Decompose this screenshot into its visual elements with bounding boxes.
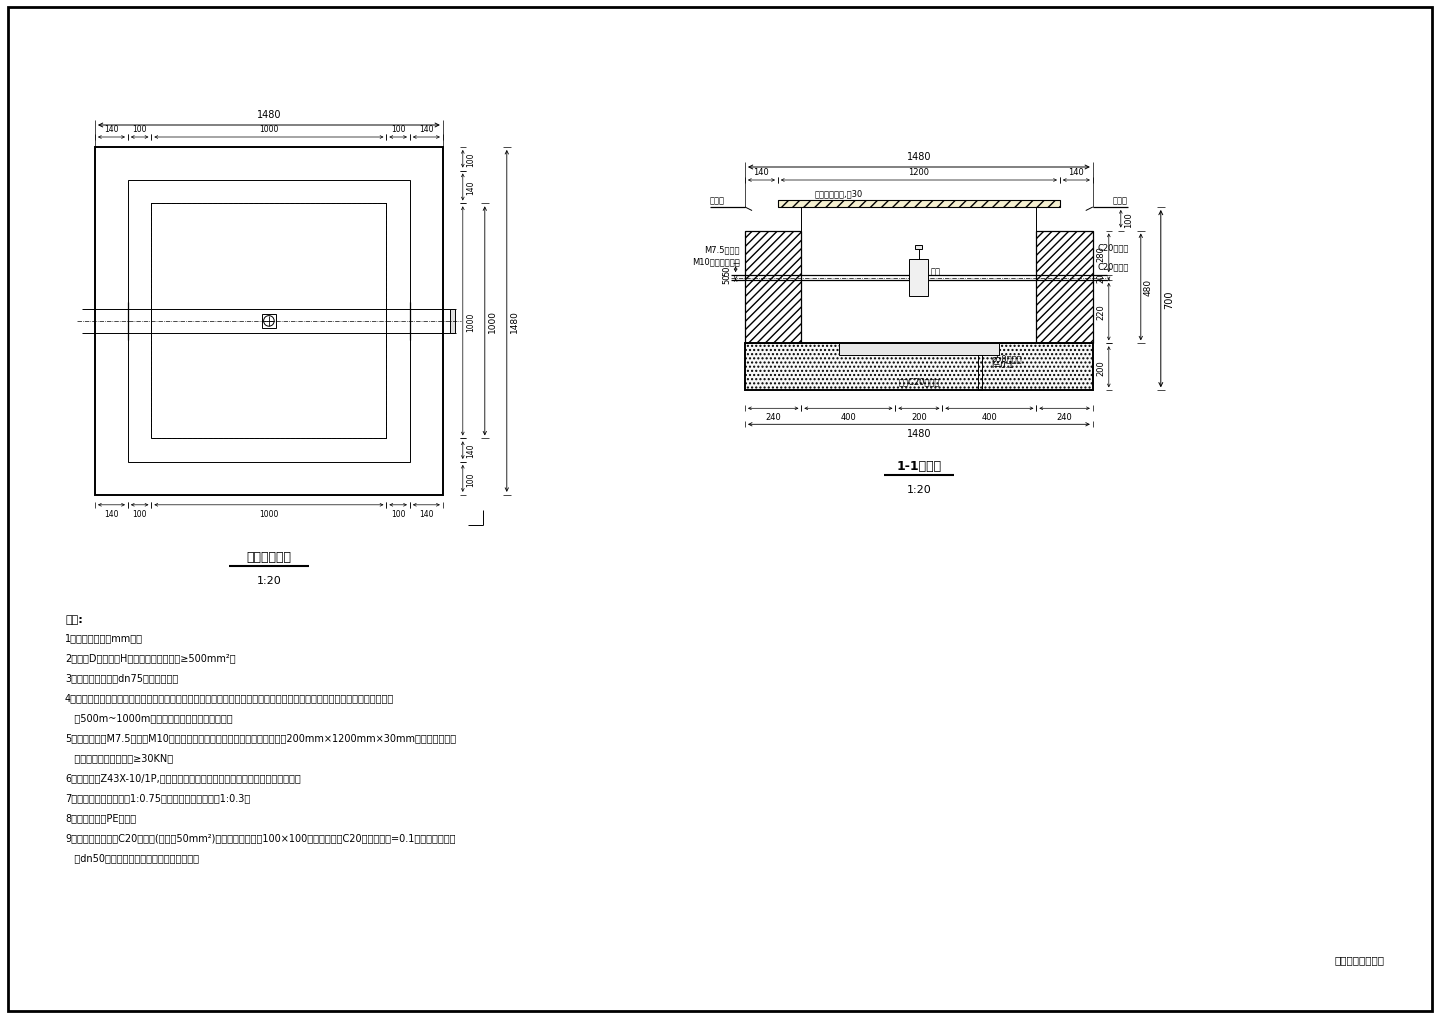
Text: 140: 140 [104,125,118,133]
Text: M10砂浆内外抹面: M10砂浆内外抹面 [693,258,740,266]
Text: 1000: 1000 [259,510,278,519]
Text: 280: 280 [1097,246,1106,262]
Text: 1480: 1480 [907,429,932,439]
Text: 1480: 1480 [907,152,932,162]
Text: 7．上方临时开挖坡换取1:0.75，石方临时开挖坡换取1:0.3。: 7．上方临时开挖坡换取1:0.75，石方临时开挖坡换取1:0.3。 [65,792,251,802]
Text: 闸阀井平面图: 闸阀井平面图 [246,550,291,564]
Text: 400: 400 [982,413,998,422]
Text: 140: 140 [419,510,433,519]
Text: 闸阀: 闸阀 [930,267,940,276]
Text: 闸阀井平、剖面图: 闸阀井平、剖面图 [1335,954,1385,964]
Bar [744,344,1093,391]
Bar [128,180,410,463]
Text: 地面线: 地面线 [1113,196,1128,205]
Text: 140: 140 [104,510,118,519]
Text: 6．闸阀选用Z43X-10/1P,软密封楔墨橡胶闸阀，压力级度不小于钢材批准等级。: 6．闸阀选用Z43X-10/1P,软密封楔墨橡胶闸阀，压力级度不小于钢材批准等级… [65,772,301,783]
Text: 700: 700 [1164,290,1174,309]
Bar [449,310,455,333]
Text: 4．在管道转弯角度变大处，管径断面变化处以及建出支管处设置一座闸阀井，管道平直段每隔一段距离设置检查井，一般闸距: 4．在管道转弯角度变大处，管径断面变化处以及建出支管处设置一座闸阀井，管道平直段… [65,692,395,702]
Bar [778,201,1060,208]
Text: 复合树脂盖板,厚30: 复合树脂盖板,厚30 [815,189,863,198]
Text: 140: 140 [419,125,433,133]
Text: 200: 200 [1097,360,1106,375]
Bar [262,315,276,328]
Text: ø50排水管: ø50排水管 [992,354,1022,363]
Text: 说明:: 说明: [65,614,82,625]
Text: 1000: 1000 [259,125,278,133]
Text: 100: 100 [132,510,147,519]
Text: 200: 200 [912,413,927,422]
Text: 100: 100 [390,125,406,133]
Text: C20砼垫底: C20砼垫底 [1097,244,1129,253]
Text: 1200: 1200 [909,168,929,177]
Text: 480: 480 [1143,279,1153,297]
Text: 1．图中尺寸均以mm计。: 1．图中尺寸均以mm计。 [65,633,143,642]
Text: 50: 50 [723,265,732,275]
Text: 3．本图尺寸适用于dn75以上的管径。: 3．本图尺寸适用于dn75以上的管径。 [65,673,179,683]
Text: 50: 50 [723,273,732,283]
Text: 100: 100 [1123,212,1133,227]
Text: 经dn50排水管将污排水接入井外排水系统。: 经dn50排水管将污排水接入井外排水系统。 [65,852,199,862]
Text: 140: 140 [1068,168,1084,177]
Text: 140: 140 [753,168,769,177]
Text: 1:20: 1:20 [907,485,932,495]
Text: 240: 240 [765,413,780,422]
Text: 100: 100 [132,125,147,133]
Text: 100: 100 [465,153,475,167]
Text: 1-1剖面图: 1-1剖面图 [896,460,942,473]
Text: 1:20: 1:20 [256,576,281,585]
Bar [151,204,386,439]
Bar [840,344,999,356]
Text: 140: 140 [465,443,475,458]
Bar [151,204,386,439]
Text: 220: 220 [1097,305,1106,320]
Text: 地面线: 地面线 [710,196,724,205]
Text: 现浇C20砼支墩: 现浇C20砼支墩 [899,377,939,386]
Text: 2．图中D为管径，H为管顶以上覆土厚度≥500mm²。: 2．图中D为管径，H为管顶以上覆土厚度≥500mm²。 [65,652,236,662]
Text: 100: 100 [390,510,406,519]
Bar [95,148,444,495]
Text: 5．检修井采用M7.5砂浆，M10砂浆勾外抹面，盖板为复合树脂盖板，尺寸为200mm×1200mm×30mm，本图在不超重: 5．检修井采用M7.5砂浆，M10砂浆勾外抹面，盖板为复合树脂盖板，尺寸为200… [65,733,456,742]
Text: 1480: 1480 [256,110,281,120]
Text: 140: 140 [465,180,475,195]
Text: 8．排水管采用PE材质。: 8．排水管采用PE材质。 [65,812,137,822]
Text: 1000: 1000 [465,312,475,331]
Bar [1037,231,1093,344]
Text: 20: 20 [1097,273,1106,283]
Text: 1480: 1480 [510,310,518,333]
Bar [916,246,923,250]
Text: 为500m~1000m，最大间距根据具体情况确定。: 为500m~1000m，最大间距根据具体情况确定。 [65,712,233,722]
Text: C20砼包裹: C20砼包裹 [1097,262,1129,271]
Text: 1000: 1000 [488,310,497,333]
Text: 100: 100 [465,472,475,486]
Text: i=0.1: i=0.1 [992,361,1014,370]
Text: M7.5浆砌砖: M7.5浆砌砖 [704,246,740,255]
Bar [910,260,929,297]
Text: 车辆过下使用，井承重≥30KN。: 车辆过下使用，井承重≥30KN。 [65,752,173,762]
Text: 240: 240 [1057,413,1073,422]
Text: 9．闸阀井底板采用C20砼底板(厚度为50mm²)，在底板一侧预留100×100排水孔位置，C20砼底板坡度=0.1，坡向排水孔，: 9．闸阀井底板采用C20砼底板(厚度为50mm²)，在底板一侧预留100×100… [65,833,455,842]
Bar [744,231,802,344]
Text: 400: 400 [841,413,857,422]
